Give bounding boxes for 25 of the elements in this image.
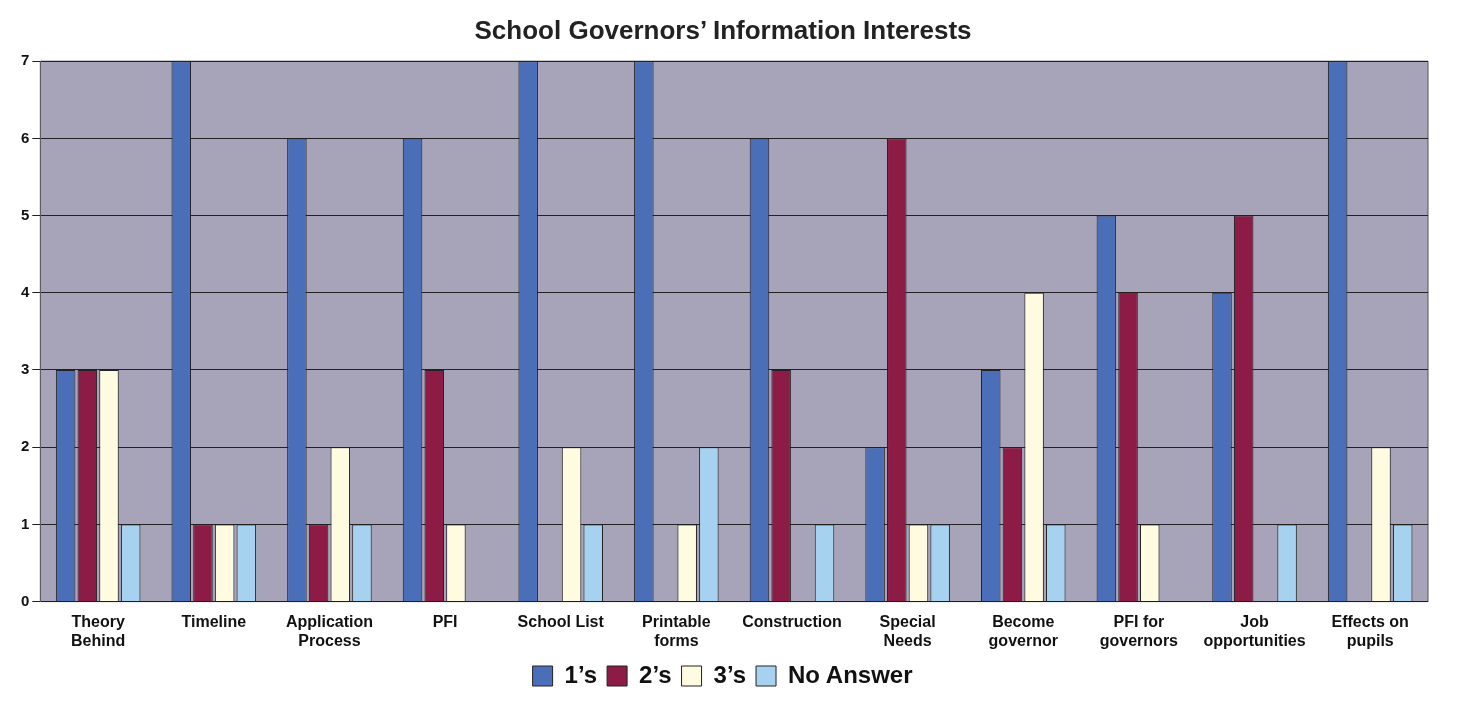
x-tick-label: Timeline xyxy=(181,612,247,630)
legend-label: 1’s xyxy=(564,660,598,688)
y-tick-label: 0 xyxy=(21,591,30,609)
y-tick-label: 6 xyxy=(21,128,30,146)
x-tick-label: Become governor xyxy=(988,612,1058,649)
chart-title: School Governors’ Information Interests xyxy=(474,14,972,45)
x-tick-label: Theory Behind xyxy=(71,612,126,649)
y-tick-label: 5 xyxy=(21,205,30,223)
x-tick-label: Application Process xyxy=(285,612,373,649)
x-tick-label: Job opportunities xyxy=(1203,612,1306,649)
x-tick-label: Construction xyxy=(742,612,842,630)
x-tick-label: PFI for governors xyxy=(1099,612,1179,649)
legend-label: No Answer xyxy=(788,660,913,688)
y-tick-label: 3 xyxy=(21,360,30,378)
y-tick-label: 2 xyxy=(21,437,30,455)
legend-label: 2’s xyxy=(639,660,672,688)
x-tick-label: Printable forms xyxy=(642,612,711,649)
x-tick-label: School List xyxy=(517,612,605,630)
y-tick-label: 1 xyxy=(21,514,30,532)
y-tick-label: 4 xyxy=(21,282,30,300)
x-tick-label: Special Needs xyxy=(879,612,936,649)
y-tick-label: 7 xyxy=(21,51,30,69)
x-tick-label: PFI xyxy=(432,612,458,630)
legend-label: 3’s xyxy=(713,660,747,688)
x-tick-label: Effects on pupils xyxy=(1331,612,1409,649)
